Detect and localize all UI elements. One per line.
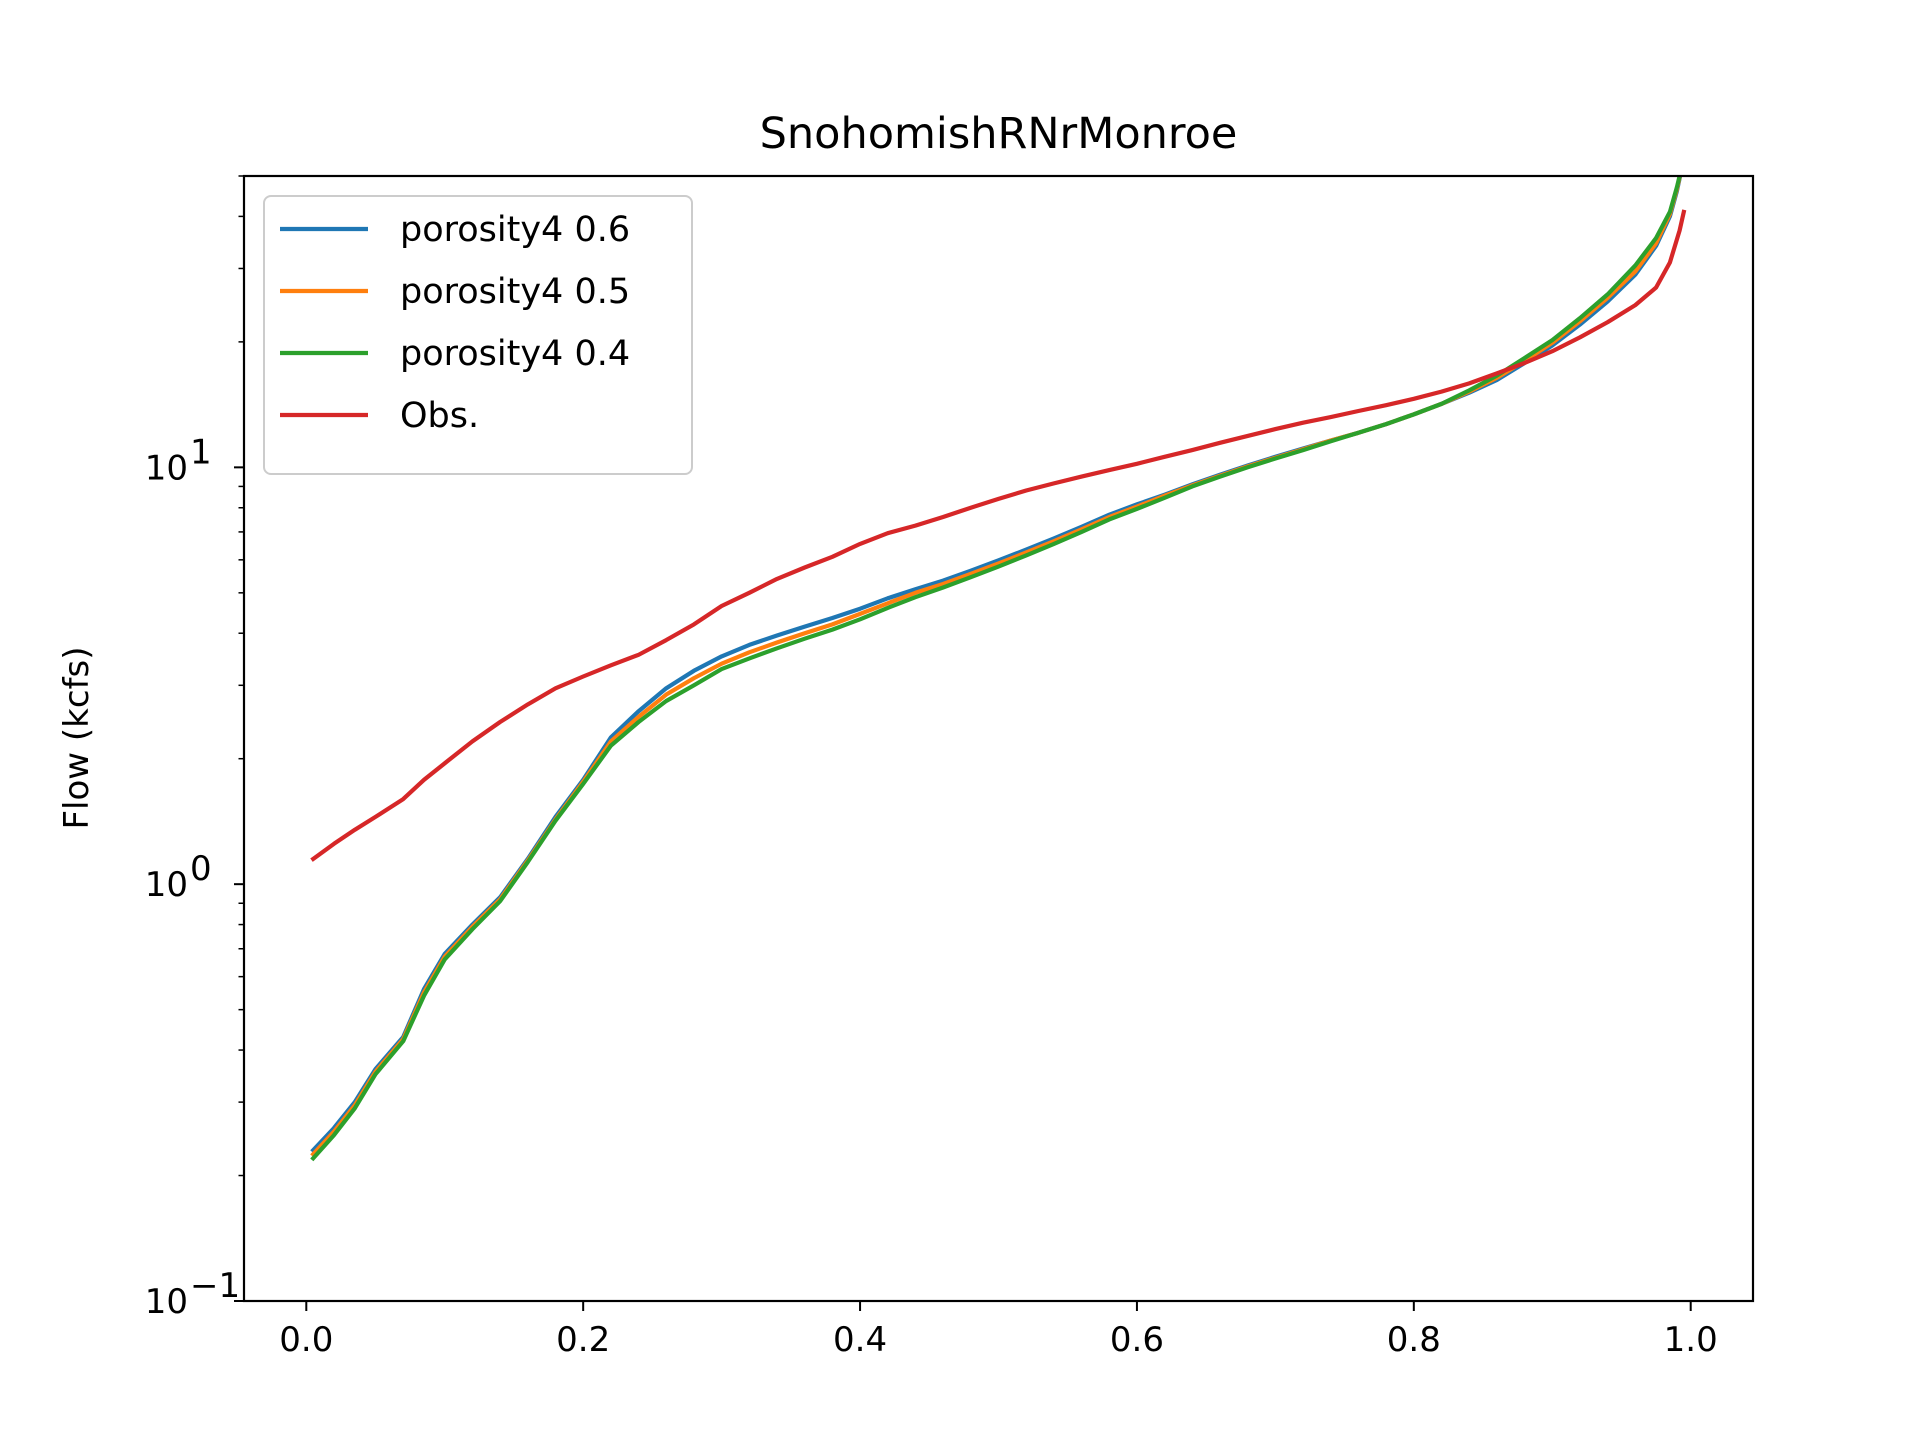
x-tick-label: 0.2 — [556, 1320, 610, 1360]
legend-box — [263, 195, 693, 475]
legend-label-3: porosity4 0.4 — [400, 334, 630, 374]
chart-title: SnohomishRNrMonroe — [760, 109, 1238, 159]
y-tick-exponent: −1 — [190, 1266, 240, 1306]
y-tick-label: 10 — [145, 1282, 188, 1322]
legend-label-4: Obs. — [400, 396, 479, 436]
legend: porosity4 0.6 porosity4 0.5 porosity4 0.4 O… — [263, 195, 693, 475]
y-tick-exponent: 1 — [190, 432, 212, 472]
y-tick-exponent: 0 — [190, 849, 212, 889]
y-tick-label: 10 — [145, 448, 188, 488]
legend-label-1: porosity4 0.6 — [400, 210, 630, 250]
legend-label-2: porosity4 0.5 — [400, 272, 630, 312]
x-tick-label: 0.4 — [833, 1320, 887, 1360]
series-line-4 — [310, 209, 1687, 862]
x-tick-label: 0.6 — [1110, 1320, 1164, 1360]
x-tick-label: 0.8 — [1387, 1320, 1441, 1360]
y-tick-label: 10 — [145, 865, 188, 905]
plot-frame — [242, 174, 1755, 1303]
x-tick-label: 1.0 — [1664, 1320, 1718, 1360]
series-layer — [310, 176, 1687, 1162]
x-tick-label: 0.0 — [279, 1320, 333, 1360]
x-axis: 0.0 0.2 0.4 0.6 0.8 1.0 — [279, 1301, 1718, 1360]
y-axis-label: Flow (kcfs) — [57, 646, 97, 829]
